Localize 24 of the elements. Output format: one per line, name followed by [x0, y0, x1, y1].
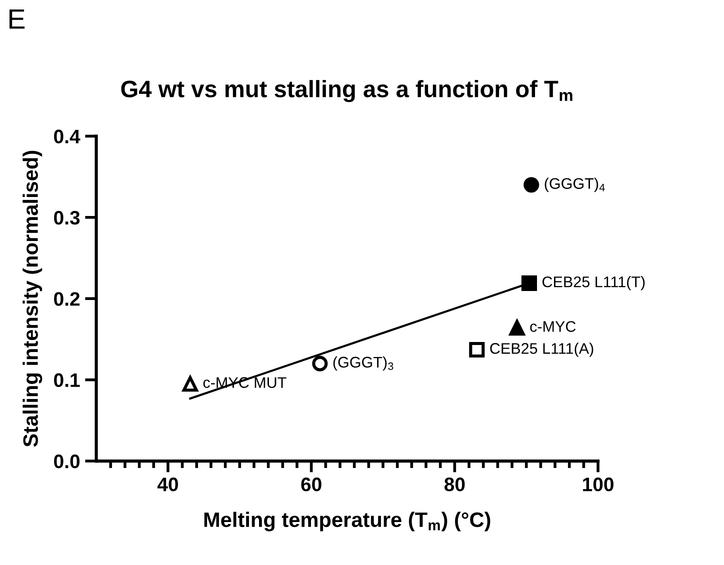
point: [524, 177, 540, 193]
chart-title: G4 wt vs mut stalling as a function of T$_{m}$: [121, 80, 572, 102]
x-tick-label: 40: [157, 478, 178, 492]
y-tick-label: 0.4: [54, 130, 80, 144]
x-tick-label: 80: [444, 478, 465, 492]
y-tick-label: 0.1: [54, 373, 80, 388]
y-tick-label: 0.3: [54, 210, 80, 225]
point: [509, 320, 525, 336]
y-axis-title: Stalling intensity (normalised): [22, 150, 42, 447]
point: [312, 356, 328, 372]
series-label: (GGGT)$_{3}$: [333, 356, 394, 371]
y-tick-label: 0.2: [54, 292, 80, 306]
x-axis-title: Melting temperature (T$_{m}$) (°C): [204, 512, 490, 532]
series-label: CEB25 L111(A): [490, 342, 594, 357]
series-label: CEB25 L111(T): [542, 276, 645, 290]
series-label: c-MYC: [530, 321, 576, 332]
series-label: (GGGT)$_{4}$: [544, 178, 605, 192]
x-tick-label: 60: [301, 478, 322, 492]
point: [521, 275, 537, 291]
y-tick-label: 0.0: [54, 454, 80, 468]
point: [182, 376, 198, 392]
point: [469, 342, 485, 358]
text: E: [10, 9, 25, 29]
x-tick-label: 100: [583, 478, 614, 492]
